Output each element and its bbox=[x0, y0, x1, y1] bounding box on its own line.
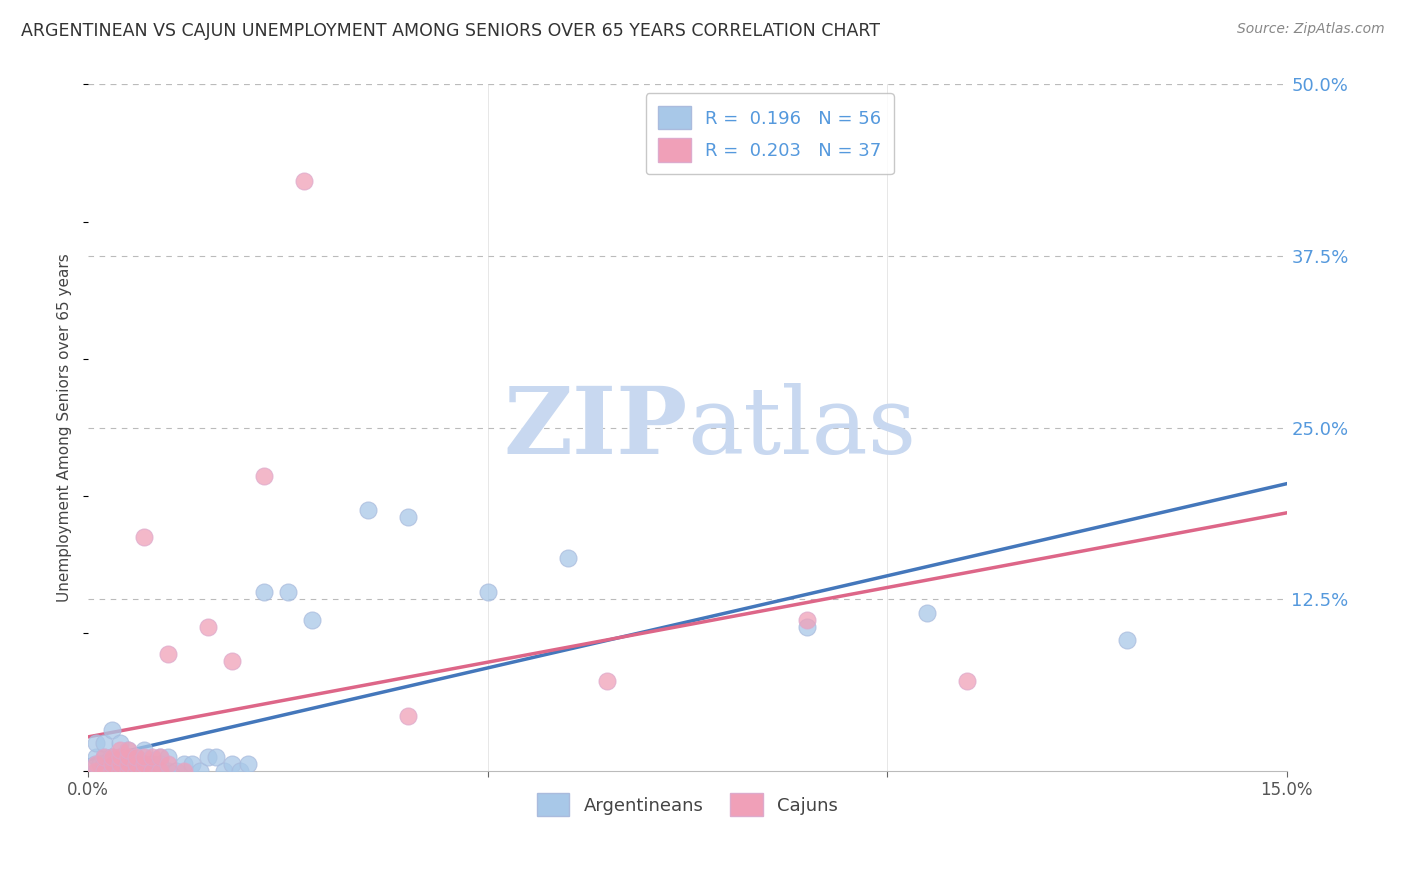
Text: Source: ZipAtlas.com: Source: ZipAtlas.com bbox=[1237, 22, 1385, 37]
Point bbox=[117, 756, 139, 771]
Point bbox=[93, 736, 115, 750]
Point bbox=[84, 764, 107, 778]
Point bbox=[117, 764, 139, 778]
Point bbox=[117, 764, 139, 778]
Point bbox=[205, 750, 228, 764]
Point bbox=[188, 764, 211, 778]
Point bbox=[125, 764, 148, 778]
Point bbox=[101, 756, 124, 771]
Point bbox=[141, 764, 163, 778]
Point bbox=[956, 674, 979, 689]
Point bbox=[101, 764, 124, 778]
Point bbox=[108, 764, 131, 778]
Point bbox=[132, 756, 155, 771]
Point bbox=[101, 756, 124, 771]
Point bbox=[149, 750, 172, 764]
Y-axis label: Unemployment Among Seniors over 65 years: Unemployment Among Seniors over 65 years bbox=[58, 253, 72, 602]
Point bbox=[165, 764, 187, 778]
Point bbox=[89, 756, 111, 771]
Point bbox=[125, 764, 148, 778]
Point bbox=[557, 551, 579, 566]
Point bbox=[157, 764, 180, 778]
Point bbox=[141, 750, 163, 764]
Point bbox=[125, 756, 148, 771]
Point bbox=[221, 756, 243, 771]
Point bbox=[229, 764, 252, 778]
Point bbox=[93, 764, 115, 778]
Point bbox=[117, 750, 139, 764]
Point bbox=[125, 756, 148, 771]
Point bbox=[157, 756, 180, 771]
Point bbox=[93, 764, 115, 778]
Point bbox=[117, 756, 139, 771]
Point bbox=[212, 764, 235, 778]
Point bbox=[1115, 633, 1137, 648]
Point bbox=[796, 613, 818, 627]
Point bbox=[173, 764, 195, 778]
Point bbox=[915, 606, 938, 620]
Point bbox=[101, 750, 124, 764]
Point bbox=[357, 503, 380, 517]
Point bbox=[101, 750, 124, 764]
Point bbox=[253, 585, 276, 599]
Point bbox=[132, 764, 155, 778]
Point bbox=[132, 750, 155, 764]
Point bbox=[117, 743, 139, 757]
Point bbox=[117, 750, 139, 764]
Point bbox=[84, 750, 107, 764]
Point bbox=[93, 756, 115, 771]
Point bbox=[596, 674, 619, 689]
Point bbox=[93, 750, 115, 764]
Point bbox=[149, 764, 172, 778]
Point bbox=[141, 764, 163, 778]
Point bbox=[108, 750, 131, 764]
Point bbox=[277, 585, 299, 599]
Point bbox=[197, 750, 219, 764]
Point bbox=[117, 756, 139, 771]
Point bbox=[132, 756, 155, 771]
Point bbox=[396, 708, 419, 723]
Point bbox=[101, 764, 124, 778]
Point bbox=[117, 764, 139, 778]
Point bbox=[83, 756, 105, 771]
Point bbox=[173, 756, 195, 771]
Point bbox=[101, 750, 124, 764]
Point bbox=[132, 743, 155, 757]
Point bbox=[292, 173, 315, 187]
Point bbox=[149, 750, 172, 764]
Point bbox=[157, 750, 180, 764]
Point bbox=[149, 756, 172, 771]
Point bbox=[141, 756, 163, 771]
Point bbox=[108, 736, 131, 750]
Point bbox=[108, 756, 131, 771]
Point bbox=[108, 743, 131, 757]
Point bbox=[396, 509, 419, 524]
Point bbox=[84, 736, 107, 750]
Text: atlas: atlas bbox=[688, 383, 917, 473]
Point bbox=[197, 619, 219, 633]
Point bbox=[253, 468, 276, 483]
Point bbox=[84, 756, 107, 771]
Point bbox=[101, 723, 124, 737]
Point bbox=[108, 764, 131, 778]
Legend: Argentineans, Cajuns: Argentineans, Cajuns bbox=[529, 786, 845, 823]
Point bbox=[477, 585, 499, 599]
Point bbox=[117, 743, 139, 757]
Point bbox=[157, 647, 180, 661]
Point bbox=[181, 756, 204, 771]
Point bbox=[108, 750, 131, 764]
Point bbox=[221, 654, 243, 668]
Point bbox=[125, 750, 148, 764]
Point bbox=[301, 613, 323, 627]
Text: ZIP: ZIP bbox=[503, 383, 688, 473]
Point bbox=[125, 750, 148, 764]
Point bbox=[796, 619, 818, 633]
Point bbox=[132, 530, 155, 544]
Point bbox=[101, 756, 124, 771]
Point bbox=[108, 756, 131, 771]
Point bbox=[93, 750, 115, 764]
Point bbox=[132, 764, 155, 778]
Point bbox=[236, 756, 259, 771]
Text: ARGENTINEAN VS CAJUN UNEMPLOYMENT AMONG SENIORS OVER 65 YEARS CORRELATION CHART: ARGENTINEAN VS CAJUN UNEMPLOYMENT AMONG … bbox=[21, 22, 880, 40]
